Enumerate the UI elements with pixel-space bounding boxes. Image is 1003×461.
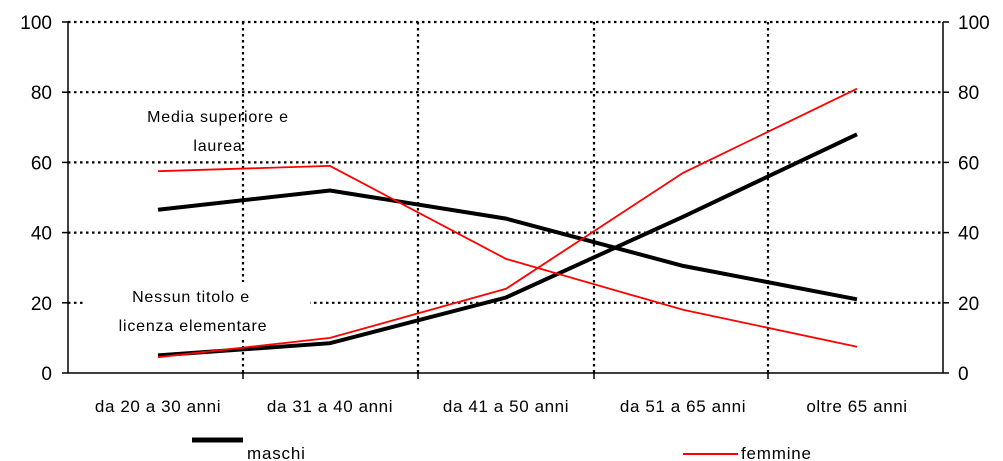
y-tick-label-left-0: 0: [41, 364, 52, 385]
legend: maschi femmine: [192, 437, 812, 461]
y-tick-label-left-20: 20: [31, 294, 52, 315]
y-tick-label-right-40: 40: [958, 224, 979, 245]
annotation-upper: Media superiore e laurea: [147, 109, 289, 155]
y-tick-label-right-60: 60: [958, 153, 979, 174]
annotation-upper-line-2: laurea: [193, 138, 242, 155]
x-tick-label-2: da 31 a 40 anni: [267, 397, 393, 416]
y-tick-label-left-60: 60: [31, 153, 52, 174]
series-lines: [157, 87, 858, 359]
y-tick-label-left-100: 100: [20, 13, 52, 34]
annotation-upper-line-1: Media superiore e: [147, 109, 289, 126]
x-tick-label-1: da 20 a 30 anni: [95, 397, 221, 416]
annotation-lower-background: [85, 282, 310, 338]
axes: [62, 21, 949, 379]
x-tick-label-3: da 41 a 50 anni: [443, 397, 569, 416]
x-tick-label-4: da 51 a 65 anni: [620, 397, 746, 416]
y-tick-label-right-20: 20: [958, 294, 979, 315]
y-tick-label-left-80: 80: [31, 83, 52, 104]
annotation-lower-line-1: Nessun titolo e: [132, 289, 250, 306]
legend-label-femmine: femmine: [741, 444, 812, 461]
axis-labels: 0 0 20 20 40 40 60 60 80 80 100 100 da 20 a 30 anni d…: [20, 13, 989, 416]
y-tick-label-right-80: 80: [958, 83, 979, 104]
annotation-lower-line-2: licenza elementare: [119, 318, 268, 335]
y-tick-label-right-100: 100: [958, 13, 990, 34]
x-tick-label-5: oltre 65 anni: [806, 397, 907, 416]
legend-label-maschi: maschi: [247, 444, 306, 461]
y-tick-label-right-0: 0: [958, 364, 969, 385]
y-tick-label-left-40: 40: [31, 224, 52, 245]
annotation-lower: Nessun titolo e licenza elementare: [85, 282, 310, 338]
